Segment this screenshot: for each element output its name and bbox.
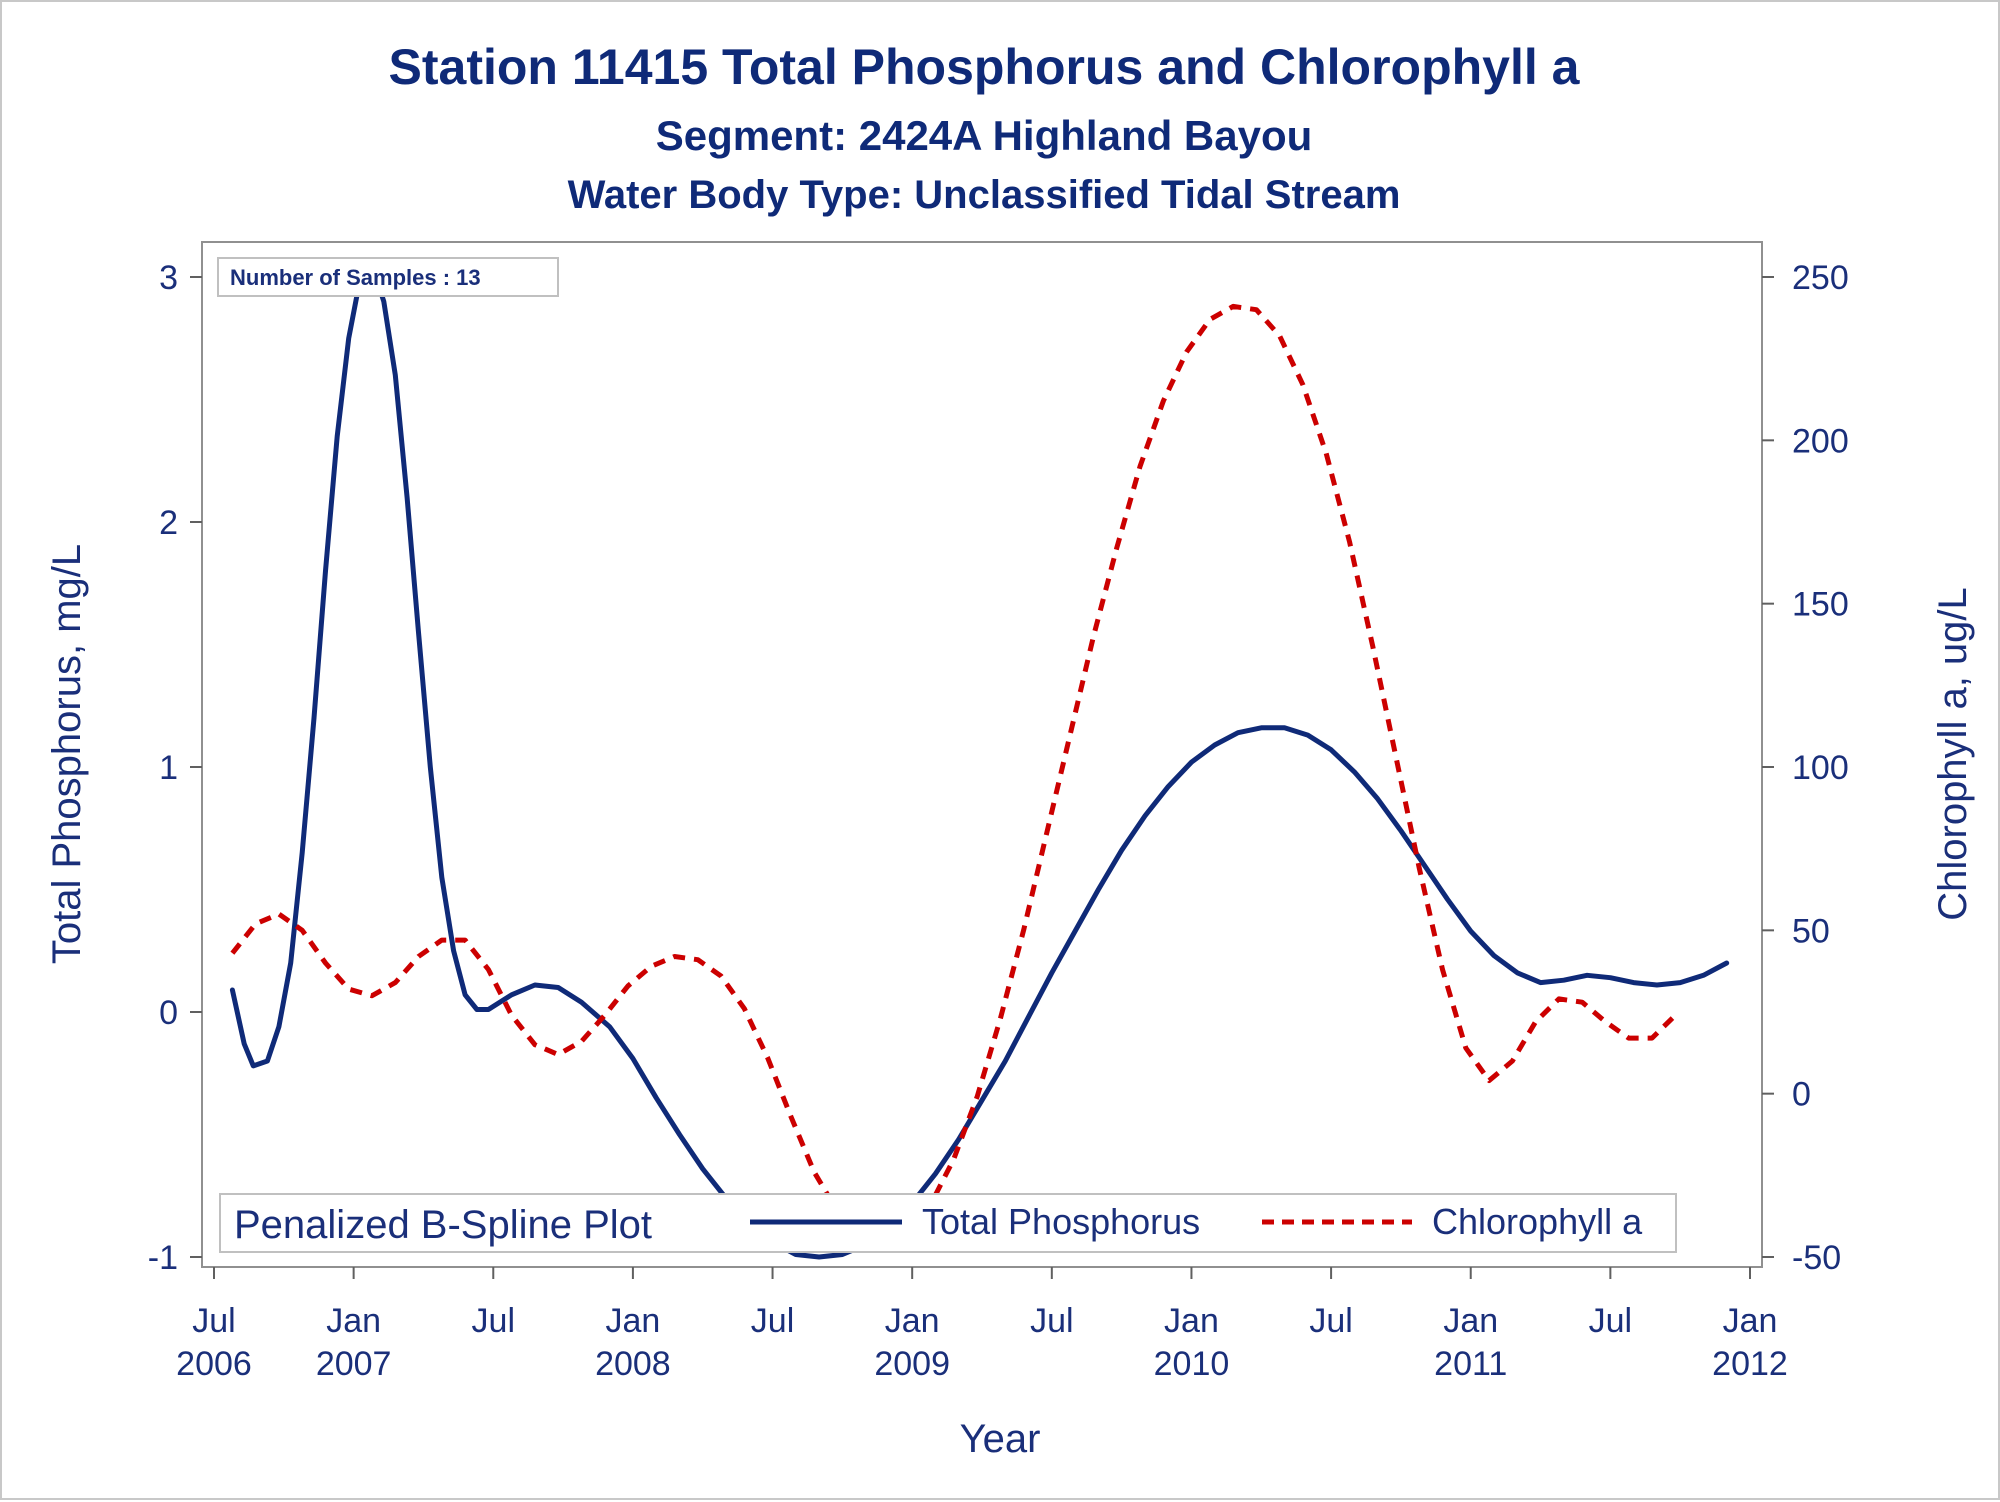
- x-tick-label: Jan: [1164, 1302, 1219, 1340]
- x-tick-label-year: 2006: [176, 1345, 252, 1383]
- plot-frame: [201, 241, 1763, 1268]
- y-axis-label: Total Phosphorus, mg/L: [45, 544, 89, 964]
- series-line-chlorophyll-a: [230, 303, 1678, 1240]
- y-tick-label: 2: [159, 504, 178, 542]
- x-tick-label-year: 2007: [316, 1345, 392, 1383]
- series-layer: [229, 262, 1730, 1260]
- y-tick-label: 3: [159, 259, 178, 297]
- x-tick-label: Jul: [1030, 1302, 1073, 1340]
- series-line-total-phosphorus: [229, 262, 1730, 1260]
- x-tick-label: Jul: [1589, 1302, 1632, 1340]
- chart-subtitle-2: Water Body Type: Unclassified Tidal Stre…: [568, 173, 1401, 217]
- x-axis-label: Year: [960, 1417, 1041, 1461]
- x-tick-label: Jan: [885, 1302, 940, 1340]
- y2-tick-label: 0: [1792, 1076, 1811, 1114]
- legend-label-total-phosphorus: Total Phosphorus: [922, 1201, 1200, 1242]
- x-tick-label-year: 2011: [1434, 1345, 1507, 1383]
- x-tick-label-year: 2012: [1712, 1345, 1788, 1383]
- sample-count-box: [217, 257, 559, 297]
- y-tick-label: 1: [159, 749, 178, 787]
- y-tick-label: 0: [159, 994, 178, 1032]
- x-tick-label: Jul: [751, 1302, 794, 1340]
- legend-box: [219, 1193, 1677, 1253]
- y2-tick-label: 100: [1792, 749, 1849, 787]
- sample-count-text: Number of Samples : 13: [230, 265, 481, 290]
- y2-tick-label: 250: [1792, 259, 1849, 297]
- legend-label-chlorophyll-a: Chlorophyll a: [1432, 1201, 1643, 1242]
- x-tick-label: Jul: [472, 1302, 515, 1340]
- y2-axis-label: Chlorophyll a, ug/L: [1931, 587, 1975, 921]
- chart-title: Station 11415 Total Phosphorus and Chlor…: [389, 39, 1581, 95]
- x-tick-label-year: 2009: [874, 1345, 950, 1383]
- y2-tick-label: -50: [1792, 1239, 1841, 1277]
- x-tick-label: Jan: [1443, 1302, 1498, 1340]
- legend-title: Penalized B-Spline Plot: [234, 1203, 652, 1247]
- y-tick-label: -1: [148, 1239, 178, 1277]
- x-tick-label-year: 2008: [595, 1345, 671, 1383]
- x-tick-label: Jul: [192, 1302, 235, 1340]
- x-tick-label: Jan: [1723, 1302, 1778, 1340]
- x-tick-label-year: 2010: [1154, 1345, 1230, 1383]
- chart-subtitle: Segment: 2424A Highland Bayou: [656, 112, 1313, 159]
- x-tick-label: Jan: [605, 1302, 660, 1340]
- axes: Jul 2006 Jan 2007 Jul Jan 2008 Jul Jan 2009 Jul Jan…: [148, 259, 1849, 1383]
- x-tick-label: Jan: [326, 1302, 381, 1340]
- y2-tick-label: 50: [1792, 912, 1830, 950]
- y2-tick-label: 150: [1792, 586, 1849, 624]
- y2-tick-label: 200: [1792, 422, 1849, 460]
- x-tick-label: Jul: [1309, 1302, 1352, 1340]
